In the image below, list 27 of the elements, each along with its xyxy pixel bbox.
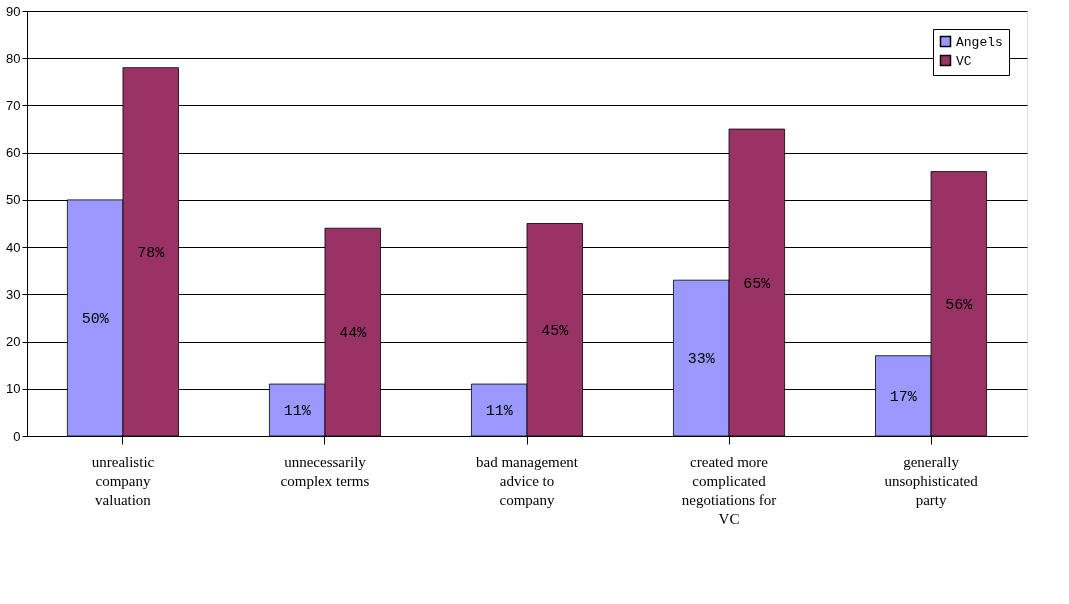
y-tick-label: 60 [6, 145, 21, 161]
data-label: 45% [541, 322, 570, 340]
x-tick-label: bad management advice to company [475, 453, 579, 508]
y-tick-label: 20 [6, 334, 21, 350]
x-tick-label: generally unsophisticated party [884, 453, 979, 508]
x-tick-label: unrealistic company valuation [91, 453, 155, 508]
y-tick-label: 80 [6, 50, 21, 66]
y-tick-label: 70 [6, 97, 21, 113]
legend-label: Angels [956, 34, 1003, 50]
y-tick-label: 40 [6, 239, 21, 255]
legend-label: VC [956, 53, 972, 69]
data-label: 44% [339, 325, 368, 343]
data-label: 50% [81, 310, 110, 328]
y-tick-label: 10 [6, 381, 21, 397]
data-label: 56% [945, 296, 974, 314]
x-tick-label: unnecessarily complex terms [280, 453, 370, 489]
y-tick-label: 50 [6, 192, 21, 208]
x-tick-label: created more complicated negotiations for VC [681, 453, 777, 527]
y-tick-label: 30 [6, 286, 21, 302]
data-label: 33% [687, 351, 716, 369]
data-label: 11% [485, 403, 514, 421]
y-tick-label: 0 [13, 428, 21, 444]
data-label: 17% [889, 388, 918, 406]
data-label: 65% [743, 275, 772, 293]
data-label: 78% [137, 244, 166, 262]
y-tick-label: 90 [6, 3, 21, 19]
data-label: 11% [283, 403, 312, 421]
